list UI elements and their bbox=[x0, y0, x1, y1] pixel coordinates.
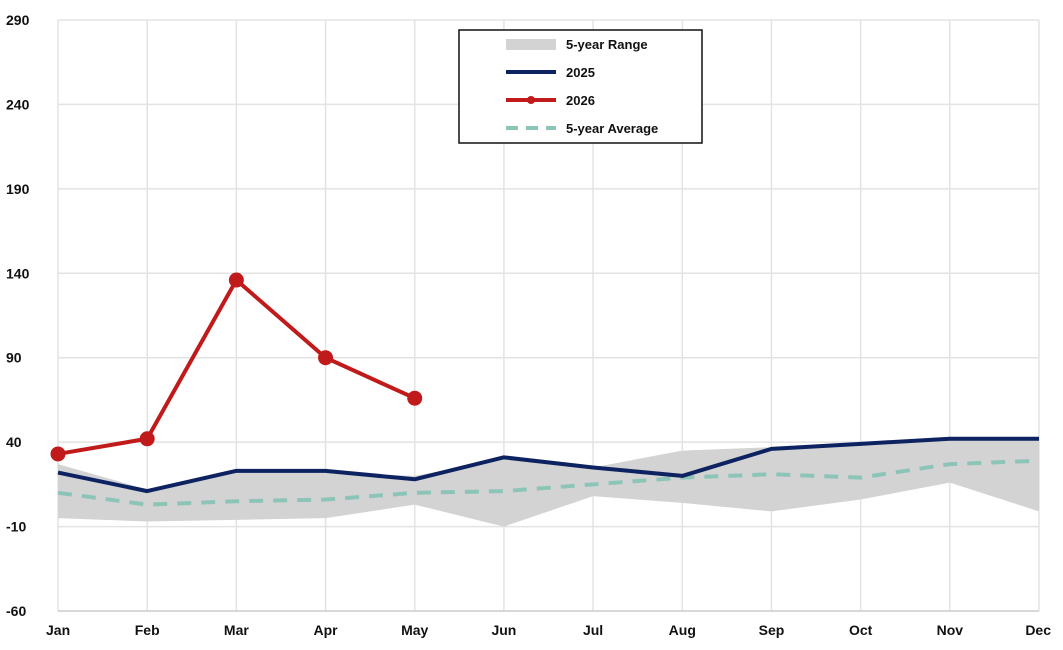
legend-label-2026: 2026 bbox=[566, 93, 595, 108]
y-tick-label: 40 bbox=[6, 434, 22, 450]
series-marker-2026 bbox=[139, 431, 155, 447]
x-tick-label: Jul bbox=[583, 622, 603, 638]
series-lines-layer bbox=[50, 272, 1040, 507]
x-tick-label: Apr bbox=[313, 622, 338, 638]
series-marker-2026 bbox=[50, 446, 66, 462]
x-tick-label: Oct bbox=[849, 622, 873, 638]
legend-label-range: 5-year Range bbox=[566, 37, 648, 52]
x-tick-label: Dec bbox=[1025, 622, 1051, 638]
y-axis-ticks: -60 -10 40 90 140 190 240 290 bbox=[6, 12, 30, 619]
x-tick-label: Jun bbox=[491, 622, 516, 638]
x-tick-label: Feb bbox=[135, 622, 160, 638]
x-tick-label: Sep bbox=[759, 622, 785, 638]
legend-label-average: 5-year Average bbox=[566, 121, 658, 136]
x-tick-label: May bbox=[401, 622, 428, 638]
x-axis-ticks: Jan Feb Mar Apr May Jun Jul Aug Sep Oct Nov Dec bbox=[46, 622, 1051, 638]
series-line-2025 bbox=[57, 436, 1039, 494]
legend-box bbox=[458, 29, 703, 144]
y-tick-label: 90 bbox=[6, 350, 22, 366]
legend-swatch-range bbox=[506, 39, 556, 50]
series-line-5-year-average bbox=[57, 458, 1040, 507]
y-tick-label: 140 bbox=[6, 265, 30, 281]
legend-label-2025: 2025 bbox=[566, 65, 595, 80]
y-tick-label: -10 bbox=[6, 519, 26, 535]
range-band bbox=[58, 437, 1039, 527]
range-band-layer bbox=[58, 437, 1039, 527]
y-tick-label: 240 bbox=[6, 96, 30, 112]
series-marker-2026 bbox=[407, 390, 423, 406]
series-marker-2026 bbox=[318, 350, 334, 366]
x-tick-label: Aug bbox=[669, 622, 696, 638]
x-tick-label: Mar bbox=[224, 622, 249, 638]
legend: 5-year Range 2025 2026 5-year Average bbox=[458, 29, 703, 144]
series-marker-2026 bbox=[228, 272, 244, 288]
y-tick-label: 290 bbox=[6, 12, 30, 28]
x-tick-label: Nov bbox=[937, 622, 964, 638]
y-tick-label: -60 bbox=[6, 603, 26, 619]
x-tick-label: Jan bbox=[46, 622, 70, 638]
legend-marker-2026 bbox=[527, 96, 535, 104]
y-tick-label: 190 bbox=[6, 181, 30, 197]
